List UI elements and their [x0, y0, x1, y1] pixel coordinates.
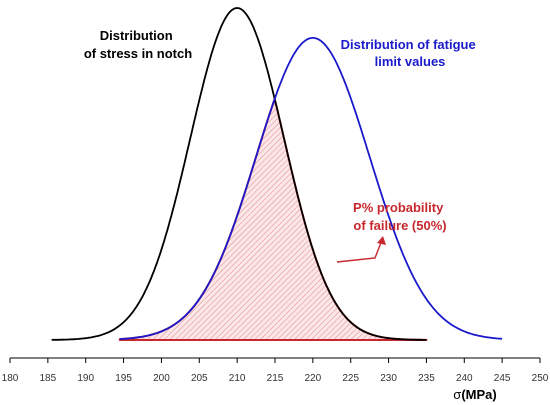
curve-layer: [51, 7, 503, 341]
x-axis-label: σ(MPa): [453, 387, 496, 402]
stress-annotation-line1: Distribution: [100, 28, 173, 43]
x-tick-label: 205: [191, 373, 208, 384]
stress-annotation: Distribution of stress in notch: [84, 28, 192, 61]
x-axis-ticks: 180 185 190 195 200 205 210 215 220 225 230 235 240 2…: [2, 358, 549, 384]
stress-annotation-line2: of stress in notch: [84, 46, 192, 61]
x-tick-label: 210: [229, 373, 246, 384]
x-tick-label: 180: [2, 373, 19, 384]
x-tick-label: 220: [305, 373, 322, 384]
fatigue-annotation-line2: limit values: [375, 54, 446, 69]
fatigue-annotation-line1: Distribution of fatigue: [341, 37, 476, 52]
fatigue-limit-distribution-curve: [119, 37, 503, 340]
x-tick-label: 190: [77, 373, 94, 384]
x-tick-label: 240: [456, 373, 473, 384]
x-tick-label: 225: [342, 373, 359, 384]
failure-annotation-arrowhead: [377, 236, 386, 245]
x-axis-label-unit: (MPa): [461, 387, 496, 402]
failure-annotation-line2: of failure (50%): [353, 218, 446, 233]
x-tick-label: 215: [267, 373, 284, 384]
x-tick-label: 185: [40, 373, 57, 384]
x-tick-label: 245: [494, 373, 511, 384]
x-tick-label: 230: [380, 373, 397, 384]
fatigue-annotation: Distribution of fatigue limit values: [341, 37, 480, 69]
x-tick-label: 235: [418, 373, 435, 384]
stress-distribution-curve: [51, 7, 427, 341]
x-tick-label: 250: [532, 373, 549, 384]
x-tick-label: 195: [115, 373, 132, 384]
failure-annotation: P% probability of failure (50%): [353, 200, 447, 233]
failure-annotation-line1: P% probability: [353, 200, 444, 215]
failure-annotation-arrow: [336, 239, 383, 263]
x-tick-label: 200: [153, 373, 170, 384]
x-axis-label-symbol: σ: [453, 387, 461, 402]
